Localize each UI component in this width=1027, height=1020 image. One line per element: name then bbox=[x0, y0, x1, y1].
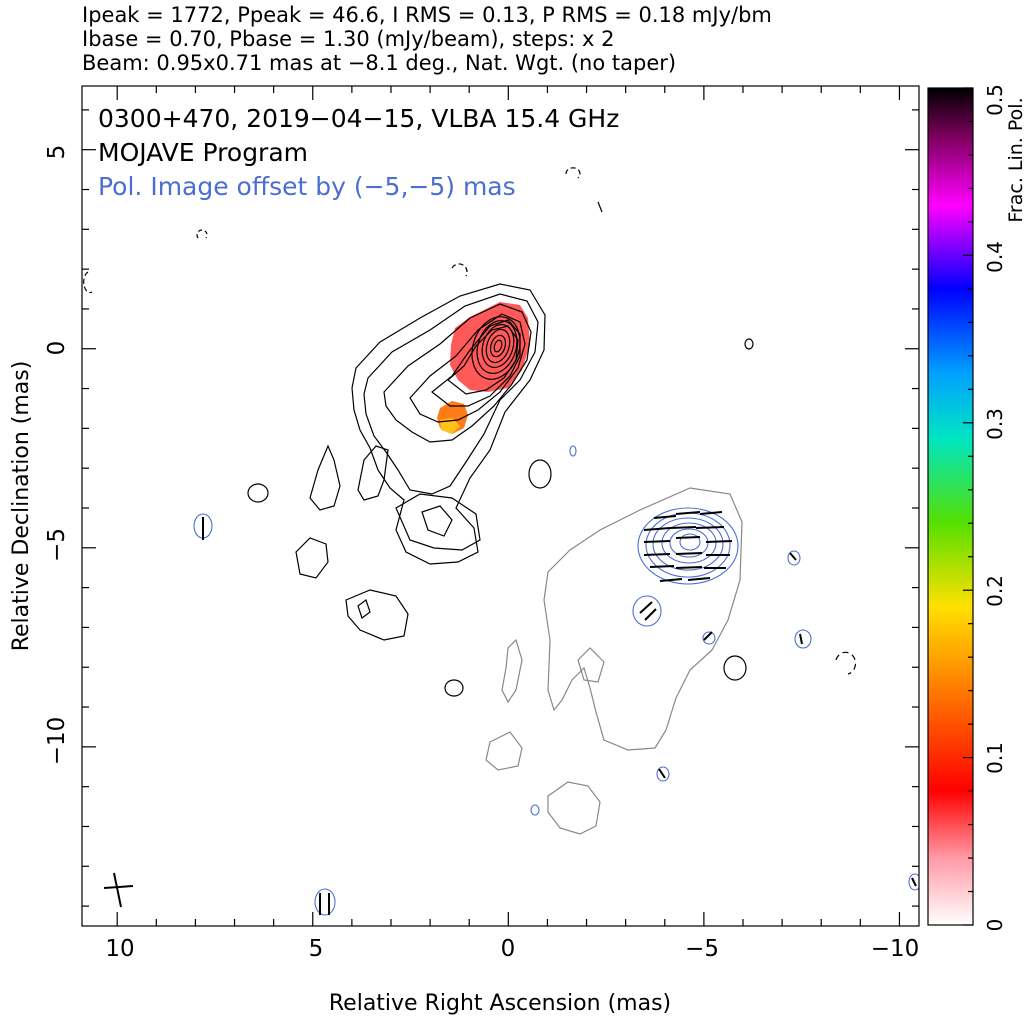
outer-pol-contours bbox=[485, 487, 743, 835]
colorbar-tick-label: 0.5 bbox=[983, 84, 1007, 116]
program-annotation: MOJAVE Program bbox=[98, 138, 308, 167]
header-line-2: Ibase = 0.70, Pbase = 1.30 (mJy/beam), s… bbox=[82, 27, 615, 51]
colorbar-ticks bbox=[963, 87, 973, 926]
pol-contours bbox=[193, 445, 919, 916]
colorbar-title: Frac. Lin. Pol. bbox=[1005, 97, 1027, 222]
colorbar-tick-label: 0.3 bbox=[983, 408, 1007, 440]
offset-note: Pol. Image offset by (−5,−5) mas bbox=[98, 172, 516, 201]
source-annotation: 0300+470, 2019−04−15, VLBA 15.4 GHz bbox=[98, 104, 619, 133]
total-intensity-contours bbox=[83, 167, 857, 697]
y-tick-label: −5 bbox=[44, 528, 70, 562]
x-tick-label: 5 bbox=[309, 936, 324, 962]
x-tick-label: −5 bbox=[685, 936, 719, 962]
y-tick-label: 0 bbox=[44, 341, 70, 356]
frac-pol-jet-patch-yellow bbox=[440, 418, 460, 434]
colorbar-tick-label: 0 bbox=[983, 919, 1007, 932]
y-tick-label: 5 bbox=[44, 145, 70, 160]
x-tick-label: 10 bbox=[105, 936, 134, 962]
x-axis-title: Relative Right Ascension (mas) bbox=[329, 991, 671, 1016]
axis-ticks bbox=[82, 86, 919, 926]
frac-pol-core-patch bbox=[450, 302, 530, 392]
y-tick-label: −10 bbox=[44, 717, 70, 766]
y-axis-title: Relative Declination (mas) bbox=[9, 361, 34, 652]
plot-frame bbox=[81, 85, 920, 927]
colorbar-tick-label: 0.4 bbox=[983, 241, 1007, 273]
colorbar-tick-label: 0.2 bbox=[983, 575, 1007, 607]
colorbar bbox=[927, 87, 974, 926]
evpa-vectors bbox=[202, 511, 917, 915]
x-tick-label: −10 bbox=[871, 936, 920, 962]
colorbar-tick-label: 0.1 bbox=[983, 742, 1007, 774]
frac-pol-patches bbox=[437, 302, 530, 434]
x-tick-label: 0 bbox=[501, 936, 516, 962]
beam-marker bbox=[103, 872, 134, 908]
header-line-1: Ipeak = 1772, Ppeak = 46.6, I RMS = 0.13… bbox=[82, 3, 772, 27]
header-line-3: Beam: 0.95x0.71 mas at −8.1 deg., Nat. W… bbox=[82, 51, 677, 75]
